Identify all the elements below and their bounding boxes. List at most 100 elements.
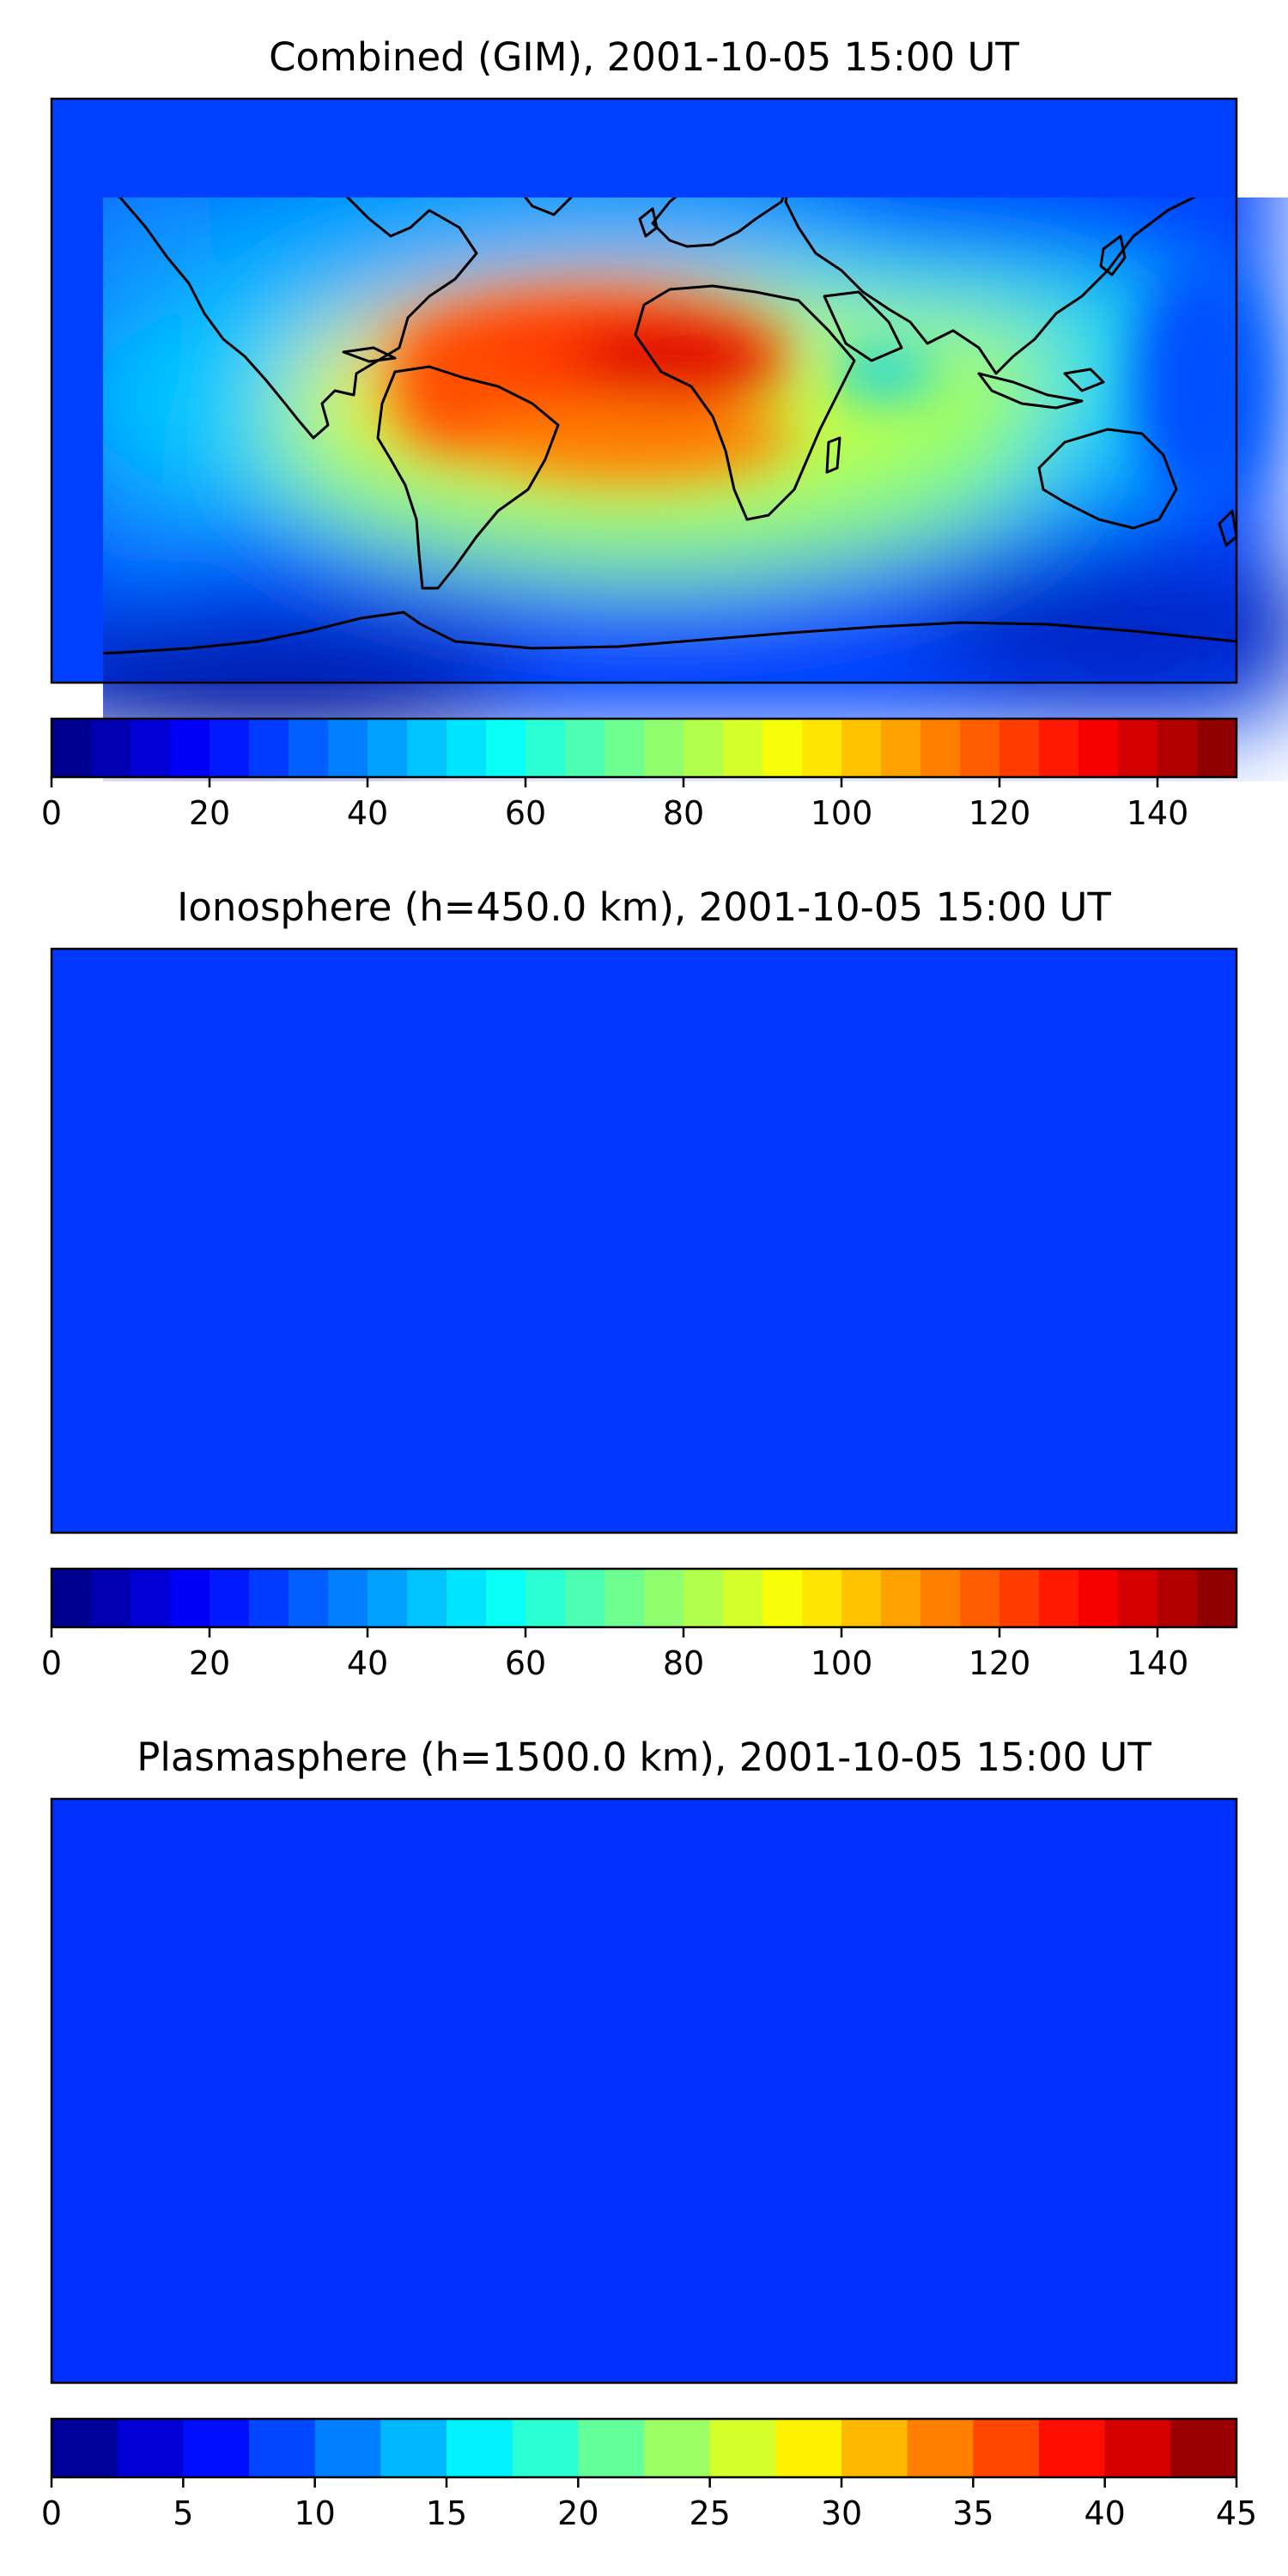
colorbar-bin (526, 719, 566, 777)
colorbar-bin (1118, 719, 1158, 777)
colorbar: 0 20 40 60 80 100 120 140 (41, 717, 1238, 832)
colorbar-bin (289, 719, 329, 777)
panel-title: Plasmasphere (h=1500.0 km), 2001-10-05 1… (137, 1735, 1151, 1780)
colorbar-bin (210, 1569, 250, 1627)
colorbar-bin (973, 2419, 1040, 2477)
colorbar-bin (802, 719, 842, 777)
colorbar-bin (1157, 719, 1198, 777)
colorbar-tick-label: 40 (347, 1644, 388, 1682)
colorbar-bin (289, 1569, 329, 1627)
tec-map (50, 947, 1238, 1534)
colorbar-bin (447, 1569, 487, 1627)
colorbar-bin (328, 719, 368, 777)
colorbar-bin (723, 719, 763, 777)
colorbar-bin (117, 2419, 184, 2477)
colorbar-bin (683, 1569, 724, 1627)
colorbar-bin (407, 719, 447, 777)
panel-title: Ionosphere (h=450.0 km), 2001-10-05 15:0… (177, 884, 1111, 930)
colorbar-bin (605, 719, 645, 777)
colorbar-bin (1078, 719, 1119, 777)
colorbar-tick-label: 40 (347, 794, 388, 832)
colorbar-bin (368, 719, 408, 777)
colorbar-bin (368, 1569, 408, 1627)
colorbar-bin (170, 719, 210, 777)
colorbar-bin (52, 2419, 118, 2477)
colorbar-bin (249, 719, 289, 777)
colorbar-bin (512, 2419, 579, 2477)
colorbar-tick-label: 5 (173, 2494, 193, 2532)
colorbar-bin (1039, 2419, 1106, 2477)
colorbar-bin (644, 1569, 684, 1627)
colorbar-bin (565, 1569, 605, 1627)
colorbar-bin (960, 719, 1000, 777)
colorbar-bin (131, 719, 171, 777)
colorbar-tick-label: 100 (811, 794, 873, 832)
colorbar-bin (1157, 1569, 1198, 1627)
colorbar-bin (91, 1569, 131, 1627)
colorbar-bin (723, 1569, 763, 1627)
colorbar-bin (210, 719, 250, 777)
panel-plasmasphere: Plasmasphere (h=1500.0 km), 2001-10-05 1… (41, 1735, 1257, 2532)
colorbar-tick-label: 60 (505, 1644, 546, 1682)
colorbar-bin (526, 1569, 566, 1627)
colorbar-bin (183, 2419, 250, 2477)
colorbar-bin (709, 2419, 776, 2477)
colorbar-bin (52, 719, 92, 777)
colorbar-bin (91, 719, 131, 777)
colorbar-bin (565, 719, 605, 777)
colorbar-tick-label: 20 (189, 1644, 230, 1682)
colorbar-bin (486, 719, 526, 777)
colorbar-tick-label: 140 (1127, 794, 1189, 832)
colorbar-bin (881, 719, 921, 777)
colorbar-bin (683, 719, 724, 777)
colorbar-tick-label: 35 (952, 2494, 993, 2532)
colorbar-bin (1039, 1569, 1079, 1627)
colorbar-bin (328, 1569, 368, 1627)
colorbar-bin (1078, 1569, 1119, 1627)
colorbar-bin (380, 2419, 447, 2477)
colorbar-tick-label: 15 (426, 2494, 467, 2532)
colorbar-bin (920, 1569, 961, 1627)
colorbar-bin (314, 2419, 381, 2477)
colorbar-bin (881, 1569, 921, 1627)
colorbar-tick-label: 80 (663, 1644, 704, 1682)
colorbar-bin (1170, 2419, 1237, 2477)
colorbar-tick-label: 20 (189, 794, 230, 832)
colorbar-bin (1104, 2419, 1171, 2477)
colorbar-tick-label: 100 (811, 1644, 873, 1682)
colorbar-bin (1118, 1569, 1158, 1627)
colorbar-bin (999, 719, 1040, 777)
colorbar-tick-label: 40 (1084, 2494, 1125, 2532)
colorbar-bin (249, 1569, 289, 1627)
colorbar-bin (841, 1569, 882, 1627)
colorbar-bin (907, 2419, 974, 2477)
colorbar-bin (131, 1569, 171, 1627)
colorbar-bin (775, 2419, 842, 2477)
colorbar-tick-label: 120 (969, 1644, 1031, 1682)
colorbar-bin (762, 1569, 803, 1627)
colorbar-tick-label: 0 (41, 794, 62, 832)
colorbar: 0 20 40 60 80 100 120 140 (41, 1567, 1238, 1682)
colorbar-tick-label: 30 (821, 2494, 862, 2532)
colorbar-bin (578, 2419, 645, 2477)
colorbar-tick-label: 60 (505, 794, 546, 832)
panel-combined: Combined (GIM), 2001-10-05 15:00 UT (41, 34, 1288, 832)
colorbar-bin (249, 2419, 316, 2477)
colorbar-bin (1197, 719, 1237, 777)
colorbar-bin (52, 1569, 92, 1627)
colorbar-tick-label: 0 (41, 1644, 62, 1682)
colorbar-bin (841, 719, 882, 777)
colorbar-bin (1197, 1569, 1237, 1627)
colorbar-tick-label: 120 (969, 794, 1031, 832)
colorbar-bin (802, 1569, 842, 1627)
colorbar-bin (605, 1569, 645, 1627)
colorbar: 0 5 10 15 20 25 30 35 40 45 (41, 2417, 1257, 2532)
colorbar-bin (841, 2419, 908, 2477)
colorbar-tick-label: 45 (1216, 2494, 1257, 2532)
colorbar-bin (999, 1569, 1040, 1627)
colorbar-bin (1039, 719, 1079, 777)
colorbar-tick-label: 20 (557, 2494, 598, 2532)
tec-map (50, 1797, 1238, 2385)
panel-ionosphere: Ionosphere (h=450.0 km), 2001-10-05 15:0… (41, 884, 1238, 1682)
